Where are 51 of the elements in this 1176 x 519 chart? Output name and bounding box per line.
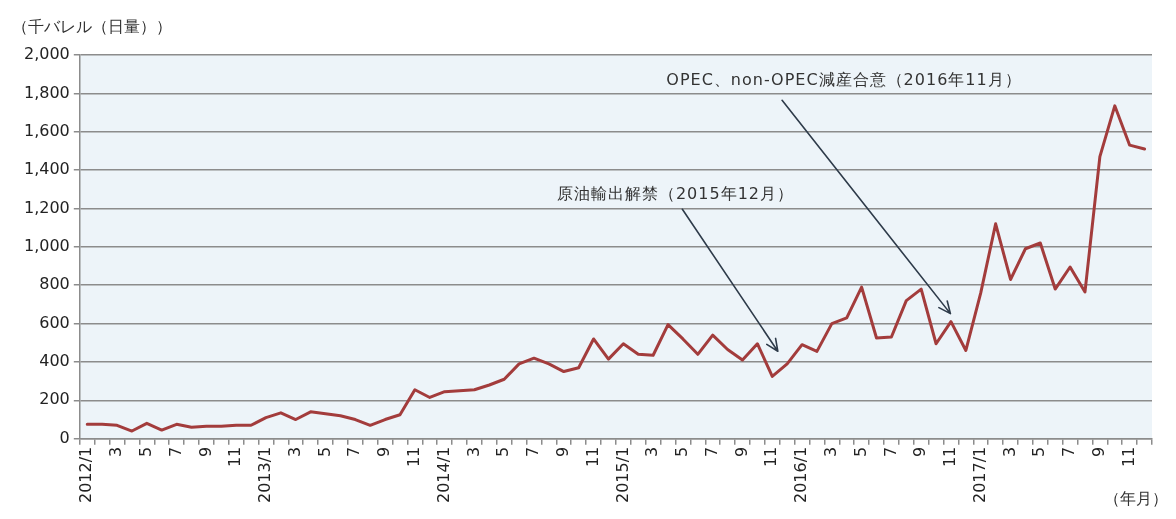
y-tick-label: 1,000 [23, 236, 70, 256]
x-tick-label: 7 [523, 446, 543, 457]
x-tick-label: 3 [820, 446, 840, 457]
y-axis-title: （千バレル（日量）） [12, 16, 172, 38]
y-tick-label: 600 [39, 312, 70, 332]
x-tick-label: 11 [404, 446, 424, 468]
x-tick-label: 9 [731, 446, 751, 457]
x-tick-label: 9 [910, 446, 930, 457]
x-tick-label: 9 [552, 446, 572, 457]
x-tick-label: 7 [701, 446, 721, 457]
y-tick-label: 400 [39, 351, 70, 371]
x-tick-label: 2015/1 [612, 446, 632, 504]
y-tick-label: 1,800 [23, 82, 70, 102]
x-tick-label: 3 [999, 446, 1019, 457]
x-axis-title: （年月） [1104, 488, 1168, 510]
annotation: 原油輸出解禁（2015年12月） [556, 182, 794, 205]
y-tick-label: 1,200 [23, 197, 70, 217]
x-tick-label: 11 [225, 446, 245, 468]
y-tick-label: 200 [39, 389, 70, 409]
x-tick-label: 7 [880, 446, 900, 457]
x-tick-label: 11 [940, 446, 960, 468]
x-tick-label: 2012/1 [76, 446, 96, 504]
x-tick-label: 5 [135, 446, 155, 457]
x-tick-label: 9 [1089, 446, 1109, 457]
annotation: OPEC、non-OPEC減産合意（2016年11月） [666, 69, 1022, 92]
x-tick-label: 2016/1 [791, 446, 811, 504]
x-tick-label: 3 [106, 446, 126, 457]
y-tick-label: 1,400 [23, 159, 70, 179]
x-tick-label: 3 [284, 446, 304, 457]
x-tick-label: 9 [195, 446, 215, 457]
x-tick-label: 2017/1 [969, 446, 989, 504]
x-tick-label: 2013/1 [255, 446, 275, 504]
x-tick-label: 5 [493, 446, 513, 457]
x-tick-label: 11 [1118, 446, 1138, 468]
x-tick-label: 7 [344, 446, 364, 457]
x-tick-label: 5 [672, 446, 692, 457]
x-tick-label: 5 [850, 446, 870, 457]
x-tick-label: 7 [165, 446, 185, 457]
x-tick-label: 9 [374, 446, 394, 457]
y-tick-label: 800 [39, 274, 70, 294]
x-tick-label: 2014/1 [433, 446, 453, 504]
x-tick-label: 5 [1029, 446, 1049, 457]
x-tick-label: 3 [642, 446, 662, 457]
y-tick-label: 2,000 [23, 44, 70, 64]
y-tick-label: 0 [59, 427, 70, 447]
x-tick-label: 11 [761, 446, 781, 468]
x-tick-label: 5 [314, 446, 334, 457]
x-tick-label: 11 [582, 446, 602, 468]
x-tick-label: 7 [1059, 446, 1079, 457]
x-tick-label: 3 [463, 446, 483, 457]
y-tick-label: 1,600 [23, 120, 70, 140]
